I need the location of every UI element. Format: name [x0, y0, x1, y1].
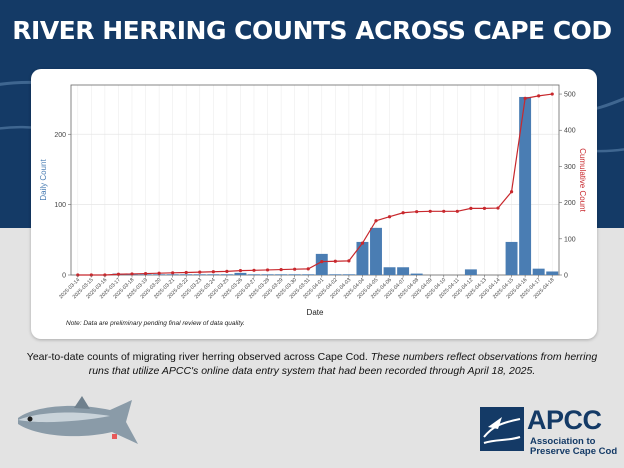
daily-count-bar	[356, 241, 369, 275]
cumulative-count-point	[184, 270, 188, 275]
cumulative-count-point	[387, 215, 392, 219]
cumulative-count-point	[198, 270, 202, 274]
herring-chart: 0 100 200 0 100 200 300 400 500 2025-03-142025-…	[39, 84, 587, 327]
cumulative-count-point	[469, 206, 473, 211]
apcc-logo-mark	[480, 407, 524, 451]
daily-count-bar	[261, 274, 274, 275]
chart-grid	[71, 85, 559, 276]
daily-count-bar	[315, 253, 328, 275]
apcc-logo-name: APCC	[527, 405, 602, 435]
daily-count-bar	[248, 274, 260, 275]
daily-count-bar	[275, 274, 288, 275]
daily-count-bar	[342, 274, 355, 275]
daily-count-bar	[234, 272, 247, 275]
cumulative-count-point	[238, 269, 243, 273]
caption-regular: Year-to-date counts of migrating river h…	[26, 351, 371, 363]
right-tick-label: 400	[564, 128, 576, 135]
caption-italic: These numbers reflect observations from …	[88, 351, 598, 377]
right-tick-label: 200	[564, 200, 576, 207]
daily-count-bar	[397, 267, 410, 275]
cumulative-count-point	[442, 209, 446, 213]
daily-count-bar	[180, 274, 193, 275]
cumulative-count-point	[89, 273, 93, 277]
cumulative-count-point	[428, 209, 432, 213]
cumulative-count-point	[401, 211, 405, 215]
line-series	[76, 92, 554, 277]
daily-count-bar	[288, 274, 301, 275]
cumulative-count-point	[550, 92, 554, 96]
left-tick-label: 200	[54, 132, 66, 139]
cumulative-count-point	[225, 269, 229, 273]
right-tick-label: 500	[564, 92, 576, 99]
daily-count-bar	[220, 274, 233, 275]
daily-count-bar	[302, 274, 315, 275]
cumulative-count-point	[265, 268, 270, 272]
cumulative-count-point	[279, 267, 283, 272]
cumulative-count-point	[306, 267, 310, 271]
cumulative-count-point	[537, 94, 541, 98]
left-axis-ticks: 0 100 200	[54, 132, 71, 280]
cumulative-count-point	[482, 206, 487, 211]
cumulative-count-point	[374, 219, 378, 223]
cumulative-count-point	[496, 206, 500, 210]
cumulative-count-point	[143, 271, 148, 276]
y-axis-right-label: Cumulative Count	[578, 148, 587, 212]
plot-border	[70, 84, 560, 276]
daily-count-bar	[370, 227, 382, 275]
daily-count-bar	[464, 269, 477, 275]
daily-count-bar	[519, 96, 532, 275]
right-tick-label: 300	[564, 164, 576, 171]
cumulative-count-point	[333, 259, 337, 263]
daily-count-bar	[166, 274, 179, 275]
cumulative-count-point	[171, 271, 175, 275]
left-tick-label: 0	[62, 273, 66, 280]
bar-series	[112, 96, 559, 275]
daily-count-bar	[532, 268, 545, 275]
cumulative-count-point	[116, 272, 121, 276]
cumulative-count-point	[157, 271, 161, 275]
cumulative-count-point	[103, 273, 107, 277]
daily-count-bar	[207, 274, 220, 275]
daily-count-bar	[383, 267, 396, 275]
cumulative-count-point	[415, 210, 419, 214]
cumulative-count-point	[130, 272, 134, 276]
right-tick-label: 100	[564, 236, 576, 243]
x-axis-label: Date	[307, 308, 324, 317]
right-axis-ticks: 0 100 200 300 400 500	[559, 92, 576, 280]
cumulative-count-line	[77, 93, 553, 276]
daily-count-bar	[410, 273, 423, 275]
apcc-logo: APCC Association to Preserve Cape Cod	[480, 405, 620, 457]
cumulative-count-point	[347, 259, 351, 263]
apcc-logo-subtitle-line1: Association to	[530, 436, 596, 447]
apcc-logo-subtitle-line2: Preserve Cape Cod	[530, 446, 618, 457]
chart-note: Note: Data are preliminary pending final…	[66, 320, 245, 327]
daily-count-bar	[329, 274, 342, 275]
cumulative-count-point	[76, 273, 80, 277]
cumulative-count-point	[293, 267, 297, 271]
cumulative-count-point	[509, 190, 514, 194]
x-axis-ticks: 2025-03-142025-03-152025-03-162025-03-17…	[58, 275, 556, 300]
daily-count-bar	[193, 274, 206, 275]
cumulative-count-point	[360, 241, 365, 245]
left-tick-label: 100	[54, 202, 66, 209]
cumulative-count-point	[523, 96, 527, 100]
right-tick-label: 0	[564, 273, 568, 280]
page-title: RIVER HERRING COUNTS ACROSS CAPE COD	[12, 16, 612, 45]
cumulative-count-point	[252, 268, 256, 272]
daily-count-bar	[546, 271, 559, 275]
herring-fish-illustration	[18, 396, 138, 444]
cumulative-count-point	[320, 260, 324, 264]
chart-card: 0 100 200 0 100 200 300 400 500 2025-03-14 2025-…	[31, 69, 597, 339]
y-axis-left-label: Daily Count	[39, 159, 48, 201]
cumulative-count-point	[211, 270, 215, 274]
daily-count-bar	[505, 241, 518, 275]
cumulative-count-point	[455, 209, 459, 213]
caption: Year-to-date counts of migrating river h…	[18, 350, 606, 378]
